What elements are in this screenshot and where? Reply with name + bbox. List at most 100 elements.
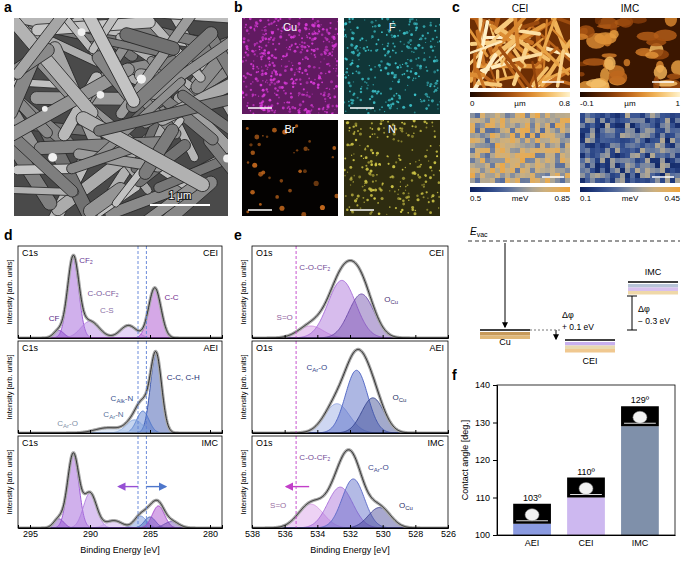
eds-dot	[288, 18, 291, 20]
map-cell	[550, 153, 555, 158]
eds-dot	[415, 30, 417, 32]
map-cell	[600, 133, 605, 138]
eds-dot	[275, 94, 277, 96]
reference-line	[138, 341, 139, 433]
eds-dot	[306, 49, 308, 51]
panel-letter: c	[452, 0, 460, 15]
colorbar	[470, 187, 570, 192]
eds-dot	[266, 68, 267, 69]
map-cell	[515, 153, 520, 158]
eds-dot	[279, 73, 282, 76]
map-cell	[515, 168, 520, 173]
eds-dot	[401, 122, 403, 124]
map-cell	[480, 143, 485, 148]
map-cell	[470, 138, 475, 143]
map-cell	[600, 143, 605, 148]
eds-dot	[353, 132, 356, 135]
map-feature	[646, 38, 666, 46]
eds-dot	[275, 18, 278, 20]
map-cell	[525, 143, 530, 148]
eds-dot	[378, 163, 381, 166]
eds-dot	[331, 54, 333, 56]
map-cell	[660, 143, 665, 148]
eds-dot	[370, 149, 373, 152]
eds-dot	[380, 122, 383, 125]
x-axis	[19, 430, 223, 434]
map-feature	[558, 51, 564, 86]
eds-dot	[258, 172, 263, 177]
eds-dot	[410, 33, 413, 36]
map-cell	[605, 168, 610, 173]
eds-dot	[277, 102, 279, 104]
eds-dot	[328, 41, 330, 43]
map-cell	[595, 143, 600, 148]
reference-level	[530, 330, 560, 331]
eds-dot	[306, 73, 308, 75]
eds-dot	[267, 52, 269, 54]
eds-dot	[344, 158, 346, 160]
map-cell	[480, 128, 485, 133]
eds-dot	[367, 112, 369, 114]
eds-dot	[276, 25, 277, 26]
map-cell	[660, 163, 665, 168]
eds-dot	[435, 25, 437, 27]
component-label: CAr-N	[103, 410, 123, 420]
eds-dot	[393, 50, 395, 52]
eds-dot	[346, 208, 349, 211]
eds-dot	[291, 78, 294, 81]
map-column-title: CEI	[512, 3, 529, 14]
eds-dot	[418, 165, 421, 168]
eds-dot	[436, 155, 438, 157]
eds-dot	[327, 105, 330, 108]
eds-dot	[374, 25, 376, 27]
eds-dot	[320, 24, 321, 25]
map-cell	[590, 123, 595, 128]
eds-dot	[388, 99, 390, 101]
map-cell	[500, 133, 505, 138]
eds-dot	[430, 22, 432, 24]
eds-dot	[326, 88, 327, 89]
eds-dot	[366, 87, 368, 89]
map-cell	[650, 138, 655, 143]
map-feature	[583, 58, 606, 66]
xps-panel: 295290285280C1sIMCIntensity [arb. units]…	[5, 436, 223, 555]
eds-dot	[335, 85, 338, 88]
eds-dot	[439, 101, 440, 102]
map-cell	[605, 158, 610, 163]
map-cell	[585, 173, 590, 178]
eds-dot	[369, 136, 371, 138]
map-cell	[660, 148, 665, 153]
eds-dot	[368, 49, 370, 51]
eds-dot	[286, 53, 288, 55]
map-cell	[530, 168, 535, 173]
reference-line	[146, 436, 147, 528]
map-cell	[585, 158, 590, 163]
map-cell	[530, 138, 535, 143]
map-cell	[485, 158, 490, 163]
map-cell	[600, 153, 605, 158]
eds-dot	[417, 174, 419, 176]
eds-dot	[350, 184, 351, 185]
map-cell	[675, 128, 680, 133]
eds-dot	[301, 49, 303, 51]
tick	[210, 430, 211, 433]
map-cell	[495, 168, 500, 173]
map-cell	[480, 163, 485, 168]
component-label: CF₂	[79, 256, 93, 265]
eds-dot	[360, 88, 362, 90]
eds-dot	[356, 204, 358, 206]
measured-envelope	[18, 453, 222, 528]
map-cell	[495, 128, 500, 133]
eds-dot	[318, 74, 320, 76]
eds-dot	[270, 81, 272, 83]
map-column-title: IMC	[621, 3, 639, 14]
eds-dot	[383, 132, 385, 134]
map-cell	[505, 168, 510, 173]
eds-dot	[311, 53, 313, 55]
map-cell	[505, 133, 510, 138]
eds-dot	[333, 88, 335, 90]
eds-dot	[308, 33, 310, 35]
eds-dot	[252, 67, 254, 69]
map-cell	[620, 153, 625, 158]
eds-dot	[384, 54, 386, 56]
